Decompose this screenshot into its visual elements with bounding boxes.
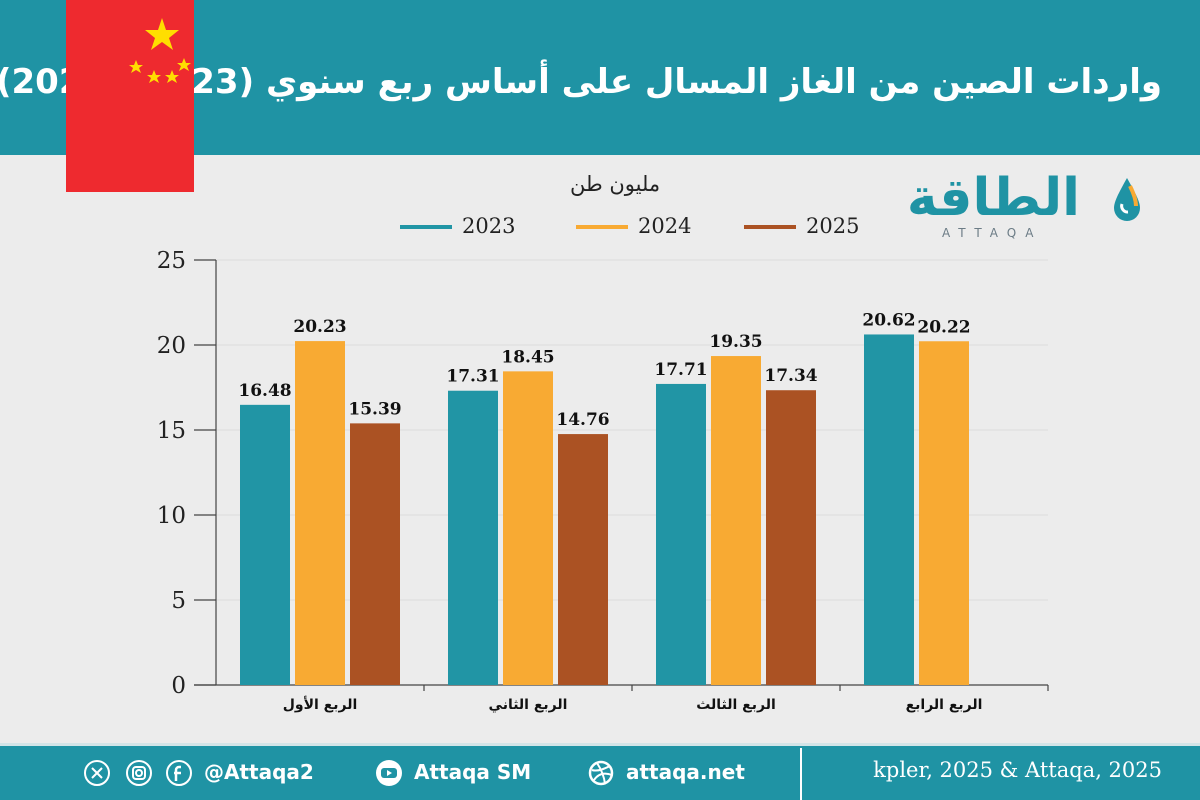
bar-2025-2 (558, 434, 608, 685)
social-handle[interactable]: @Attaqa2 (204, 760, 314, 784)
value-label-2023-3: 17.71 (654, 360, 707, 380)
footer-separator (800, 748, 802, 800)
y-tick-label-3: 15 (157, 418, 186, 444)
y-tick-label-2: 10 (157, 503, 186, 529)
logo-brand-en: ATTAQA (942, 226, 1043, 240)
bar-2023-4 (864, 334, 914, 685)
bar-2023-1 (240, 404, 290, 685)
youtube-channel[interactable]: Attaqa SM (414, 760, 532, 784)
drop-icon (1114, 178, 1140, 221)
legend-swatch-2023 (400, 225, 452, 229)
value-label-2023-2: 17.31 (446, 367, 499, 387)
category-label-3: الربع الثالث (696, 697, 776, 713)
legend-label-2023: 2023 (462, 214, 516, 238)
footer-bar (0, 746, 1200, 800)
value-label-2024-3: 19.35 (709, 332, 762, 352)
value-label-2025-1: 15.39 (348, 399, 401, 419)
legend-swatch-2025 (744, 225, 796, 229)
legend-label-2024: 2024 (638, 214, 692, 238)
source-credit: kpler, 2025 & Attaqa, 2025 (873, 758, 1162, 782)
y-tick-label-0: 0 (171, 673, 186, 699)
unit-label: مليون طن (570, 172, 661, 196)
footer-divider-line (0, 743, 1200, 746)
value-label-2024-2: 18.45 (501, 347, 554, 367)
facebook-icon[interactable] (166, 760, 192, 786)
instagram-icon[interactable] (126, 760, 152, 786)
bar-2024-2 (503, 371, 553, 685)
x-twitter-icon[interactable] (84, 760, 110, 786)
youtube-icon[interactable] (376, 760, 402, 786)
dribbble-globe-icon[interactable] (588, 760, 614, 786)
bar-2024-4 (919, 341, 969, 685)
bar-2025-1 (350, 423, 400, 685)
website-link[interactable]: attaqa.net (626, 760, 745, 784)
value-label-2025-3: 17.34 (764, 366, 817, 386)
flag-stars-icon (129, 18, 191, 83)
bar-2023-2 (448, 390, 498, 685)
y-tick-label-1: 5 (171, 588, 186, 614)
bar-2024-1 (295, 341, 345, 685)
logo-brand-ar: الطاقة (906, 168, 1080, 228)
china-flag (66, 0, 194, 192)
value-label-2025-2: 14.76 (556, 410, 609, 430)
value-label-2023-4: 20.62 (862, 310, 915, 330)
category-label-2: الربع الثاني (489, 697, 568, 713)
value-label-2023-1: 16.48 (238, 381, 291, 401)
value-label-2024-1: 20.23 (293, 317, 346, 337)
category-label-4: الربع الرابع (906, 697, 983, 713)
legend-label-2025: 2025 (806, 214, 860, 238)
value-label-2024-4: 20.22 (917, 317, 970, 337)
attaqa-logo: الطاقة ATTAQA (907, 168, 1160, 248)
legend-swatch-2024 (576, 225, 628, 229)
header-bar (0, 0, 1200, 155)
y-tick-label-4: 20 (157, 333, 186, 359)
bar-2023-3 (656, 383, 706, 685)
y-tick-label-5: 25 (157, 248, 186, 274)
bar-2024-3 (711, 356, 761, 685)
bar-2025-3 (766, 390, 816, 685)
category-label-1: الربع الأول (283, 696, 358, 713)
